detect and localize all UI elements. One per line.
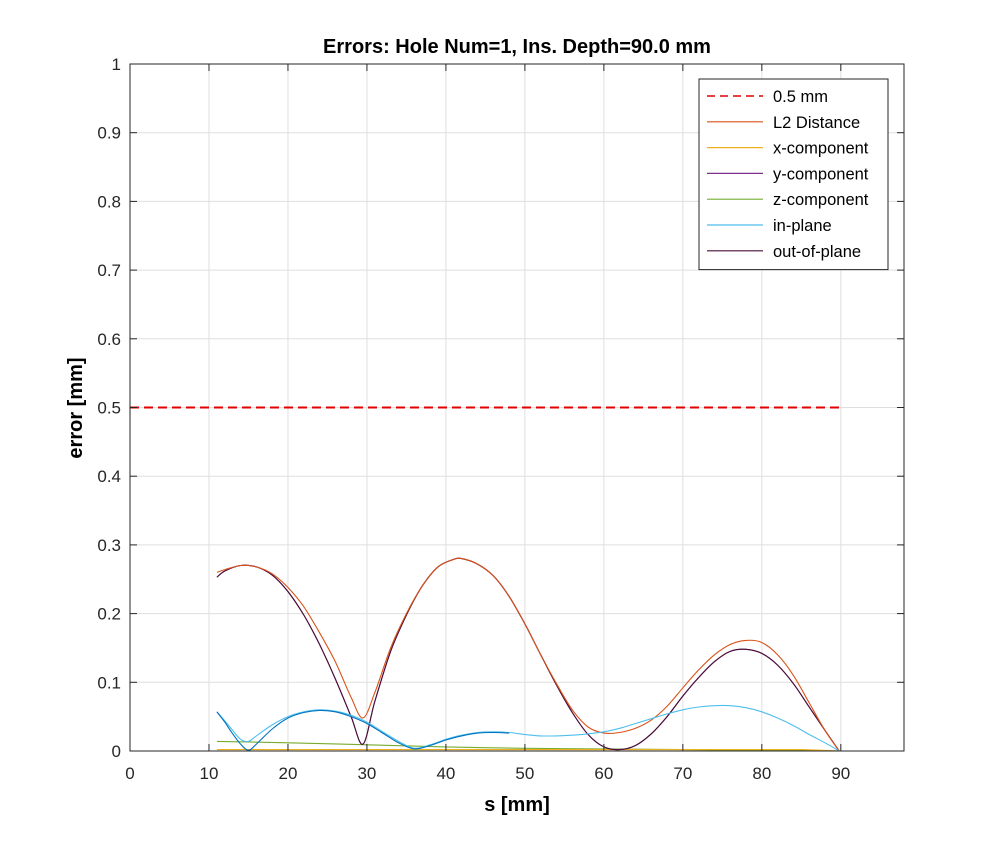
x-tick-label: 30	[357, 764, 376, 783]
y-tick-label: 0.5	[97, 399, 121, 418]
x-tick-label: 10	[200, 764, 219, 783]
axis-ticks: 0 10 20 30 40 50 60 70 80 90 0 0.1 0.2 0.3 0.4 0.5 0.6 0.…	[97, 55, 904, 783]
legend-entry: 0.5 mm	[773, 88, 828, 106]
x-tick-label: 40	[436, 764, 455, 783]
y-tick-label: 1	[112, 55, 121, 74]
x-tick-label: 20	[278, 764, 297, 783]
y-tick-label: 0.9	[97, 124, 121, 143]
series-line-z-component	[216, 740, 840, 751]
legend: 0.5 mm L2 Distance x-component y-component z…	[698, 78, 889, 271]
legend-entry: L2 Distance	[773, 114, 860, 132]
x-tick-label: 0	[125, 764, 134, 783]
legend-entry: z-component	[773, 191, 869, 209]
y-tick-label: 0.4	[97, 467, 121, 486]
series-line-unlabeled	[216, 709, 510, 751]
series-line-l2-distance	[216, 557, 840, 751]
y-axis-title: error [mm]	[65, 357, 87, 458]
x-tick-label: 50	[515, 764, 534, 783]
series-line-in-plane	[216, 704, 840, 751]
x-axis-title: s [mm]	[484, 794, 550, 816]
legend-entry: y-component	[773, 165, 869, 183]
y-tick-label: 0.2	[97, 605, 121, 624]
x-tick-label: 90	[831, 764, 850, 783]
chart-title: Errors: Hole Num=1, Ins. Depth=90.0 mm	[323, 36, 711, 58]
x-tick-label: 70	[673, 764, 692, 783]
y-tick-label: 0.7	[97, 261, 121, 280]
y-tick-label: 0.3	[97, 536, 121, 555]
y-tick-label: 0.1	[97, 673, 121, 692]
legend-entry: in-plane	[773, 217, 832, 235]
series-lines	[130, 406, 841, 751]
series-line-x-component	[216, 748, 840, 751]
legend-box	[698, 78, 889, 271]
y-tick-label: 0.8	[97, 192, 121, 211]
legend-entry: out-of-plane	[773, 243, 861, 261]
y-tick-label: 0.6	[97, 330, 121, 349]
x-tick-label: 60	[594, 764, 613, 783]
legend-entry: x-component	[773, 140, 869, 158]
x-tick-label: 80	[752, 764, 771, 783]
y-tick-label: 0	[112, 742, 121, 761]
